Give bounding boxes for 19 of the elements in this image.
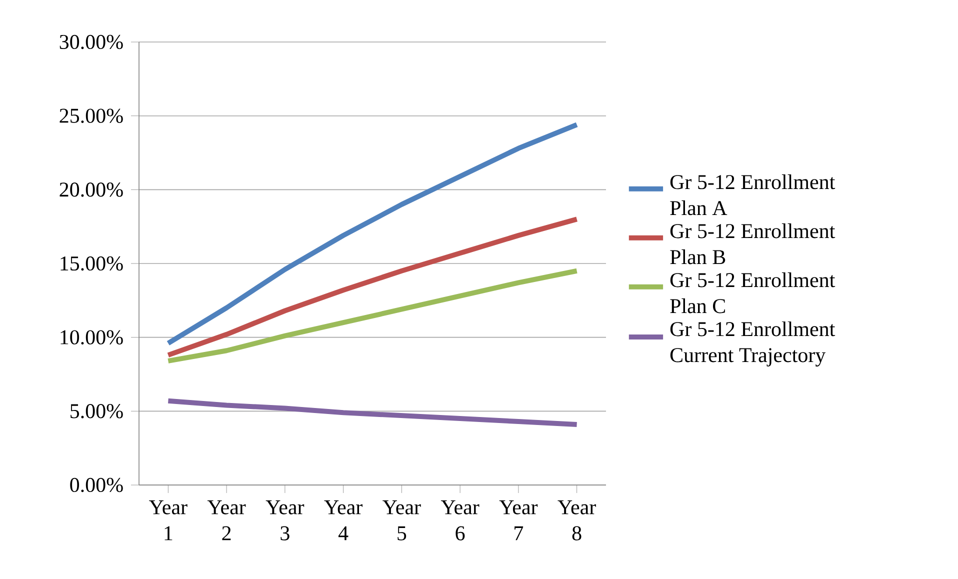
y-tick-label: 5.00% xyxy=(70,404,123,418)
legend-label: Gr 5-12 Enrollment Plan C xyxy=(670,272,836,314)
y-tick-label: 0.00% xyxy=(70,478,123,492)
x-tick-label: Year 6 xyxy=(440,500,480,540)
y-tick-label: 15.00% xyxy=(60,256,123,271)
legend-label: Gr 5-12 Enrollment Plan B xyxy=(670,223,836,264)
x-tick-label: Year 3 xyxy=(266,500,304,540)
x-tick-label: Year 8 xyxy=(558,500,596,540)
x-tick-label: Year 4 xyxy=(324,500,362,540)
legend-label: Gr 5-12 Enrollment Current Trajectory xyxy=(670,321,836,367)
y-tick-label: 25.00% xyxy=(60,108,123,123)
y-tick-label: 30.00% xyxy=(60,34,123,50)
legend-label: Gr 5-12 Enrollment Plan A xyxy=(670,174,836,216)
y-tick-label: 20.00% xyxy=(60,182,123,197)
x-tick-label: Year 1 xyxy=(149,500,188,540)
x-tick-label: Year 2 xyxy=(207,500,246,540)
x-tick-label: Year 5 xyxy=(382,500,421,540)
y-tick-label: 10.00% xyxy=(60,330,123,344)
x-tick-label: Year 7 xyxy=(499,500,538,540)
